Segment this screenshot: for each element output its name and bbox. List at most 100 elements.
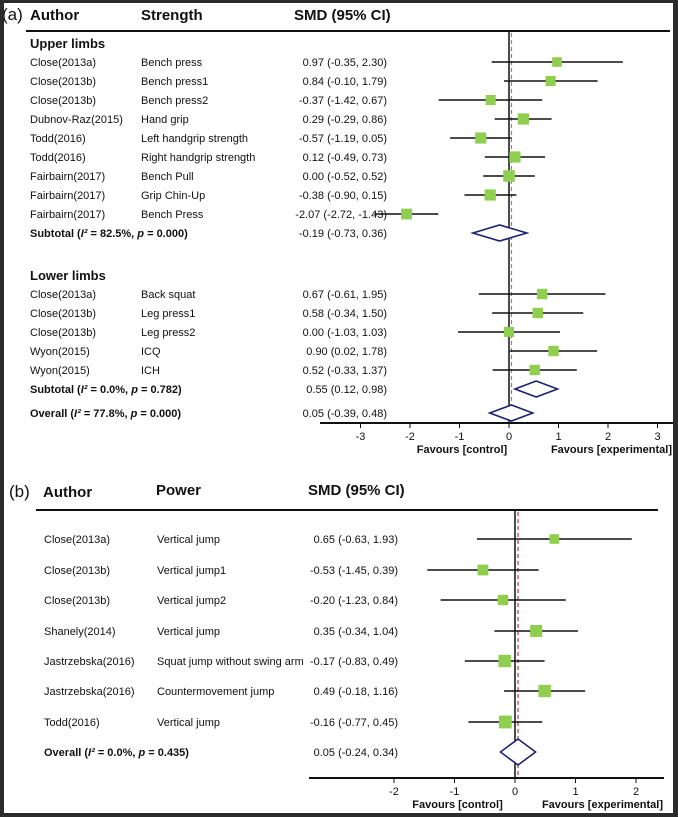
panel-a-study-author: Fairbairn(2017) — [30, 209, 105, 221]
panel-a-study-outcome: Grip Chin-Up — [141, 190, 205, 202]
panel-a-study-marker — [529, 364, 540, 376]
panel-a-label: (a) — [4, 5, 23, 24]
panel-b-study-outcome: Vertical jump1 — [157, 565, 226, 577]
panel-b-study-outcome: Countermovement jump — [157, 686, 274, 698]
panel-a-xlabel-experimental: Favours [experimental] — [551, 444, 672, 456]
panel-b-xlabel-control: Favours [control] — [412, 799, 503, 811]
panel-a-study-outcome: Bench press2 — [141, 95, 208, 107]
panel-a-study-author: Dubnov-Raz(2015) — [30, 114, 123, 126]
panel-b-axis-tick-label: -2 — [389, 786, 399, 798]
panel-a-study-author: Close(2013a) — [30, 57, 96, 69]
panel-b-axis-tick-label: 2 — [633, 786, 639, 798]
panel-a-study-outcome: ICQ — [141, 346, 161, 358]
panel-a-study-effect-text: -0.57 (-1.19, 0.05) — [299, 133, 387, 145]
panel-a-header-author: Author — [30, 7, 79, 24]
panel-a-pooled-label: Subtotal (I² = 0.0%, p = 0.782) — [30, 384, 182, 396]
panel-a-pooled-diamond — [512, 380, 560, 398]
panel-a-study-author: Wyon(2015) — [30, 346, 90, 358]
panel-b-pooled-effect-text: 0.05 (-0.24, 0.34) — [314, 747, 398, 759]
panel-a-pooled-effect-text: 0.55 (0.12, 0.98) — [306, 384, 387, 396]
panel-b-study-author: Todd(2016) — [44, 717, 100, 729]
panel-a-xlabel-control: Favours [control] — [417, 444, 508, 456]
panel-a-study-effect-text: 0.00 (-0.52, 0.52) — [303, 171, 387, 183]
panel-a-rows: Upper limbs Close(2013a) Bench press 0.97 (… — [30, 31, 623, 423]
panel-a-study-outcome: Bench press1 — [141, 76, 208, 88]
panel-a-study-author: Todd(2016) — [30, 133, 86, 145]
panel-a-study-marker — [517, 113, 529, 125]
panel-b: (b) Author Power SMD (95% CI) Close(2013… — [9, 482, 664, 811]
panel-a-study-outcome: Back squat — [141, 289, 195, 301]
panel-a-axis-tick-label: 3 — [654, 431, 660, 443]
panel-a-study-outcome: Leg press2 — [141, 327, 195, 339]
panel-b-study-outcome: Squat jump without swing arm — [157, 656, 304, 668]
panel-b-study-marker — [477, 564, 489, 576]
panel-b-study-marker — [549, 534, 560, 544]
panel-b-axis-tick-label: 0 — [512, 786, 518, 798]
panel-a-axis-tick-label: 0 — [506, 431, 512, 443]
panel-a-study-author: Close(2013b) — [30, 95, 96, 107]
panel-b-study-effect-text: -0.17 (-0.83, 0.49) — [310, 656, 398, 668]
panel-a-study-effect-text: -2.07 (-2.72, -1.43) — [295, 209, 387, 221]
panel-a-study-effect-text: 0.58 (-0.34, 1.50) — [303, 308, 387, 320]
panel-a-study-marker — [536, 288, 548, 300]
panel-a-pooled-diamond — [470, 224, 530, 242]
panel-b-header-effect: SMD (95% CI) — [308, 482, 405, 499]
panel-a-study-effect-text: 0.90 (0.02, 1.78) — [306, 346, 387, 358]
panel-a-study-author: Fairbairn(2017) — [30, 190, 105, 202]
panel-a-study-marker — [509, 151, 521, 163]
panel-b-pooled-label: Overall (I² = 0.0%, p = 0.435) — [44, 747, 189, 759]
panel-a-pooled-diamond — [487, 404, 536, 422]
panel-a-study-outcome: ICH — [141, 365, 160, 377]
panel-a-axis-tick-label: -1 — [455, 431, 465, 443]
panel-a-study-marker — [475, 132, 487, 144]
panel-b-study-outcome: Vertical jump — [157, 534, 220, 546]
panel-b-study-author: Jastrzebska(2016) — [44, 656, 135, 668]
panel-b-study-effect-text: -0.20 (-1.23, 0.84) — [310, 595, 398, 607]
panel-b-study-marker — [530, 625, 543, 637]
panel-b-axis-tick-label: 1 — [572, 786, 578, 798]
panel-a-study-author: Close(2013b) — [30, 76, 96, 88]
panel-a-study-outcome: Hand grip — [141, 114, 189, 126]
panel-a-study-author: Close(2013b) — [30, 327, 96, 339]
panel-a-study-marker — [503, 170, 515, 182]
panel-a-study-author: Wyon(2015) — [30, 365, 90, 377]
panel-a-study-effect-text: -0.38 (-0.90, 0.15) — [299, 190, 387, 202]
panel-b-rows: Close(2013a) Vertical jump 0.65 (-0.63, 1.… — [44, 510, 632, 778]
panel-b-study-outcome: Vertical jump2 — [157, 595, 226, 607]
panel-a-study-effect-text: 0.97 (-0.35, 2.30) — [303, 57, 387, 69]
panel-a-x-axis: -3 -2 -1 0 1 2 3 Favours [control] Favours [expe… — [320, 422, 673, 456]
panel-a-study-marker — [484, 189, 496, 201]
panel-a-header-effect: SMD (95% CI) — [294, 7, 391, 24]
panel-a-study-effect-text: 0.52 (-0.33, 1.37) — [303, 365, 387, 377]
panel-a-study-effect-text: 0.67 (-0.61, 1.95) — [303, 289, 387, 301]
panel-a-study-marker — [401, 208, 412, 220]
panel-b-study-marker — [498, 715, 512, 729]
panel-b-study-effect-text: 0.35 (-0.34, 1.04) — [314, 626, 398, 638]
panel-a-study-marker — [548, 345, 559, 357]
panel-a-header-outcome: Strength — [141, 7, 203, 24]
panel-b-study-marker — [497, 594, 509, 606]
panel-a-group-label: Lower limbs — [30, 268, 106, 283]
panel-a-pooled-label: Overall (I² = 77.8%, p = 0.000) — [30, 408, 181, 420]
panel-b-pooled-diamond — [499, 738, 537, 766]
panel-b-study-outcome: Vertical jump — [157, 717, 220, 729]
panel-a-study-marker — [485, 95, 496, 105]
panel-a-group-label: Upper limbs — [30, 36, 105, 51]
panel-b-study-author: Close(2013b) — [44, 595, 110, 607]
panel-b-header-outcome: Power — [156, 482, 201, 499]
panel-b-study-author: Jastrzebska(2016) — [44, 686, 135, 698]
panel-b-study-effect-text: 0.65 (-0.63, 1.93) — [314, 534, 398, 546]
panel-a-study-outcome: Bench Press — [141, 209, 204, 221]
panel-a-study-outcome: Right handgrip strength — [141, 152, 255, 164]
panel-a-study-author: Fairbairn(2017) — [30, 171, 105, 183]
panel-b-xlabel-experimental: Favours [experimental] — [542, 799, 663, 811]
panel-a-pooled-label: Subtotal (I² = 82.5%, p = 0.000) — [30, 228, 188, 240]
panel-a-study-author: Todd(2016) — [30, 152, 86, 164]
panel-b-study-effect-text: -0.16 (-0.77, 0.45) — [310, 717, 398, 729]
panel-a-study-marker — [504, 327, 514, 337]
figure-canvas: (a) Author Strength SMD (95% CI) Upper l… — [4, 3, 673, 813]
panel-a-axis-tick-label: 2 — [605, 431, 611, 443]
panel-a-axis-tick-label: 1 — [555, 431, 561, 443]
panel-a-study-effect-text: -0.37 (-1.42, 0.67) — [299, 95, 387, 107]
panel-b-axis-tick-label: -1 — [450, 786, 460, 798]
